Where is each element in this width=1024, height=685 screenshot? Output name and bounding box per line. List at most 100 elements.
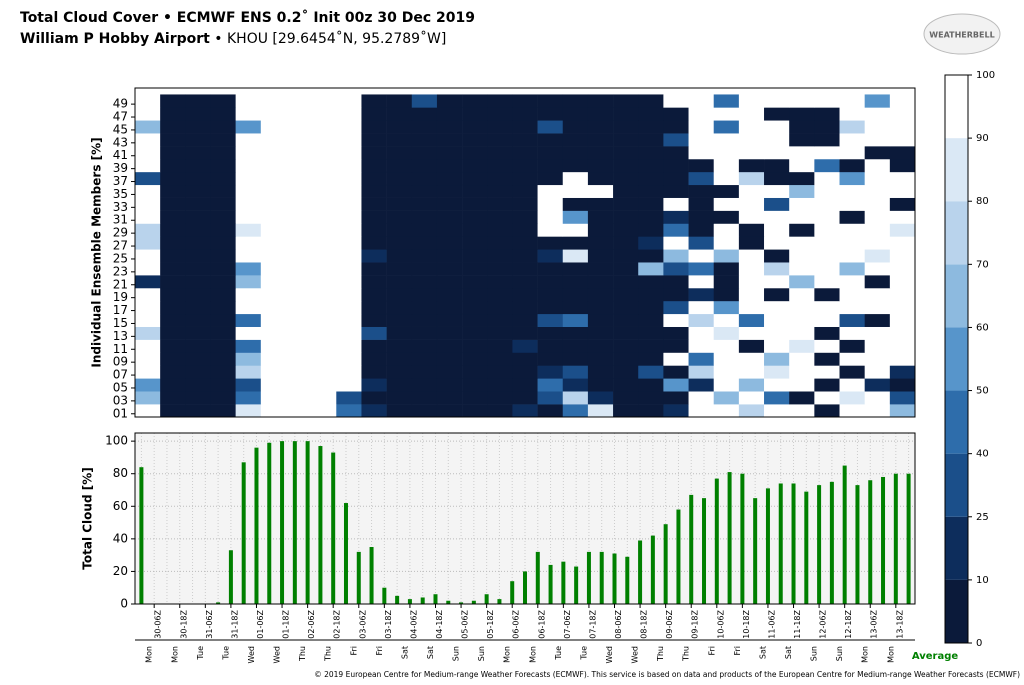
heat-cell bbox=[487, 300, 513, 315]
heat-cell bbox=[512, 378, 538, 392]
heat-cell bbox=[613, 223, 639, 237]
heat-cell bbox=[311, 107, 337, 121]
bar bbox=[727, 472, 732, 604]
heat-cell bbox=[235, 365, 262, 379]
colorbar-label: 80 bbox=[976, 196, 989, 207]
heat-cell bbox=[285, 352, 312, 366]
heat-cell bbox=[537, 210, 564, 224]
heat-cell bbox=[562, 287, 589, 302]
heat-cell bbox=[562, 313, 589, 327]
colorbar-band bbox=[945, 579, 968, 643]
heat-cell bbox=[436, 287, 463, 302]
heat-cell bbox=[613, 236, 639, 250]
x-day-label: Wed bbox=[631, 646, 640, 663]
heat-cell bbox=[386, 352, 413, 366]
heat-cell bbox=[713, 365, 740, 379]
x-tick-label: 02-06Z bbox=[307, 609, 316, 638]
heat-cell bbox=[185, 391, 211, 405]
heat-cell bbox=[839, 326, 865, 340]
heat-cell bbox=[411, 236, 438, 250]
heat-cell bbox=[537, 404, 564, 418]
y-tick-label: 41 bbox=[113, 148, 128, 162]
heat-cell bbox=[361, 223, 387, 237]
heat-cell bbox=[814, 275, 840, 289]
heat-cell bbox=[235, 300, 262, 315]
heat-cell bbox=[537, 262, 564, 276]
heat-cell bbox=[839, 249, 865, 263]
bar bbox=[280, 441, 285, 604]
heat-cell bbox=[285, 133, 312, 147]
heat-cell bbox=[185, 133, 211, 147]
heat-cell bbox=[587, 352, 614, 366]
heat-cell bbox=[487, 391, 513, 405]
heat-cell bbox=[764, 107, 790, 121]
heat-cell bbox=[285, 391, 312, 405]
heat-cell bbox=[688, 223, 715, 237]
x-day-label: Sun bbox=[835, 646, 844, 661]
heat-cell bbox=[562, 210, 589, 224]
bar bbox=[356, 551, 361, 604]
heat-cell bbox=[587, 391, 614, 405]
heat-cell bbox=[688, 158, 715, 173]
heat-cell bbox=[713, 300, 740, 315]
heat-cell bbox=[210, 120, 236, 134]
heat-cell bbox=[210, 223, 236, 237]
heat-cell bbox=[713, 120, 740, 134]
heat-cell bbox=[411, 391, 438, 405]
x-tick-label: 01-18Z bbox=[282, 609, 291, 638]
heat-cell bbox=[512, 158, 538, 173]
heat-cell bbox=[512, 365, 538, 379]
heat-cell bbox=[210, 339, 236, 353]
heat-cell bbox=[638, 223, 664, 237]
y-tick-label: 05 bbox=[113, 380, 128, 394]
heat-cell bbox=[789, 236, 815, 250]
heat-cell bbox=[260, 404, 287, 418]
heat-cell bbox=[713, 158, 740, 173]
heat-cell bbox=[713, 339, 740, 353]
heat-cell bbox=[386, 210, 413, 224]
heat-cell bbox=[738, 287, 765, 302]
heat-cell bbox=[789, 352, 815, 366]
heat-cell bbox=[764, 404, 790, 418]
heat-cell bbox=[764, 287, 790, 302]
heat-cell bbox=[889, 352, 916, 366]
y-axis-label: Individual Ensemble Members [%] bbox=[90, 137, 104, 367]
heat-cell bbox=[613, 197, 639, 211]
heat-cell bbox=[160, 171, 186, 186]
bar bbox=[612, 553, 617, 604]
heat-cell bbox=[613, 326, 639, 340]
heat-cell bbox=[663, 120, 689, 134]
heat-cell bbox=[738, 223, 765, 237]
heat-cell bbox=[361, 365, 387, 379]
heat-cell bbox=[562, 146, 589, 160]
heat-cell bbox=[411, 287, 438, 302]
heat-cell bbox=[386, 313, 413, 327]
x-day-label: Mon bbox=[886, 646, 895, 663]
heat-cell bbox=[336, 236, 362, 250]
heat-cell bbox=[260, 391, 287, 405]
heat-cell bbox=[135, 184, 161, 198]
x-day-label: Sat bbox=[758, 646, 767, 659]
heat-cell bbox=[336, 184, 362, 198]
heat-cell bbox=[537, 313, 564, 327]
x-tick-label: 08-18Z bbox=[640, 609, 649, 638]
heat-cell bbox=[436, 184, 463, 198]
heat-cell bbox=[260, 107, 287, 121]
bar bbox=[292, 441, 297, 604]
heat-cell bbox=[638, 107, 664, 121]
heat-cell bbox=[160, 378, 186, 392]
heat-cell bbox=[185, 107, 211, 121]
heat-cell bbox=[386, 223, 413, 237]
heat-cell bbox=[411, 94, 438, 108]
heat-cell bbox=[210, 197, 236, 211]
x-tick-label: 02-18Z bbox=[333, 609, 342, 638]
heat-cell bbox=[210, 171, 236, 186]
heat-cell bbox=[260, 171, 287, 186]
heat-cell bbox=[160, 94, 186, 108]
heat-cell bbox=[562, 133, 589, 147]
bar bbox=[523, 571, 527, 604]
y-tick-label: 60 bbox=[113, 499, 128, 513]
heat-cell bbox=[587, 313, 614, 327]
heat-cell bbox=[235, 339, 262, 353]
heat-cell bbox=[210, 184, 236, 198]
